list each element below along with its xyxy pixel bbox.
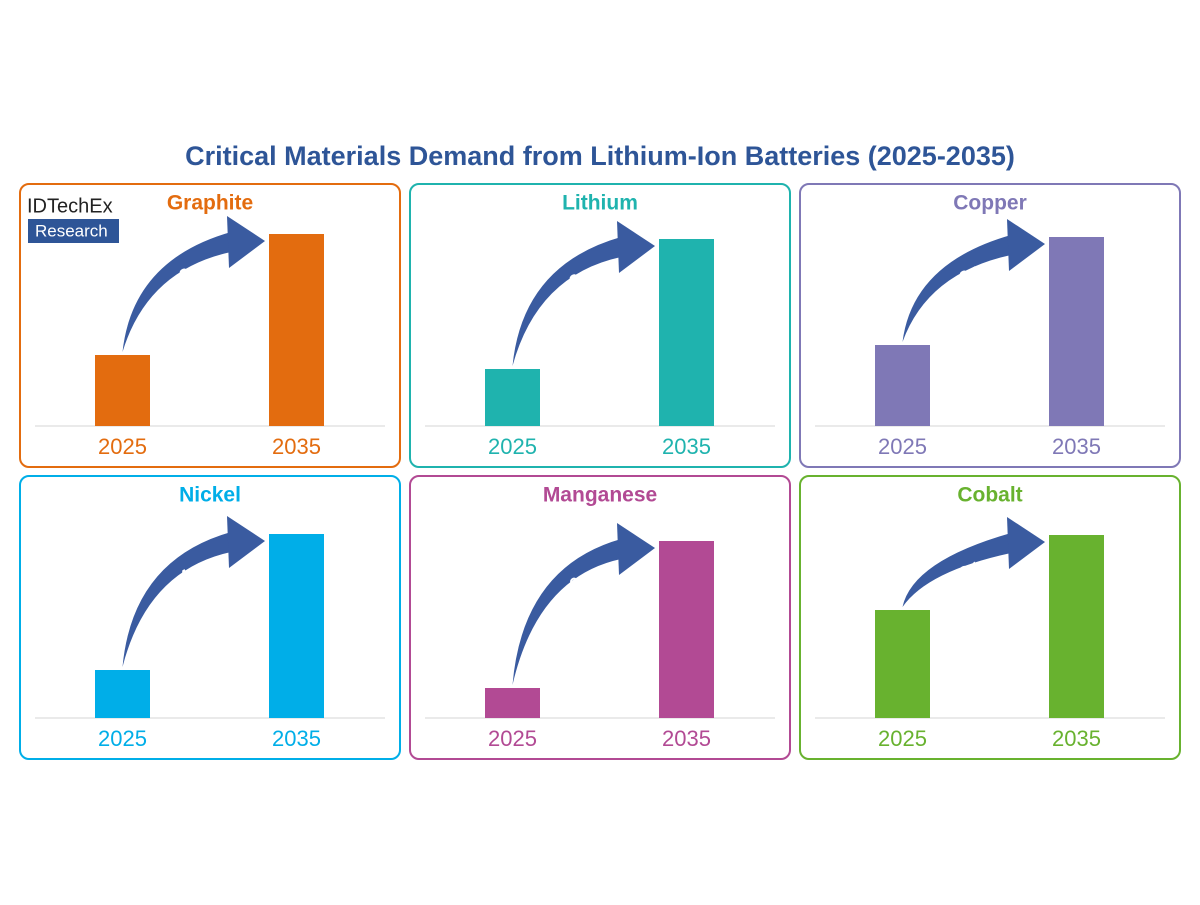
bar [269, 534, 324, 718]
bar [1049, 237, 1104, 426]
bar [875, 610, 930, 718]
bar [485, 369, 540, 426]
panel-title: Cobalt [957, 484, 1022, 507]
panel-frame [19, 475, 401, 760]
growth-arrow [512, 237, 621, 366]
bar [95, 355, 150, 426]
x-tick-label: 2035 [662, 726, 711, 751]
panel-title: Nickel [179, 484, 241, 507]
panel-frame [409, 475, 791, 760]
growth-arrow [902, 235, 1011, 342]
logo-sub: Research [35, 221, 108, 240]
panel-frame [799, 183, 1181, 468]
bar [1049, 535, 1104, 718]
panel-frame [19, 183, 401, 468]
x-tick-label: 2025 [488, 434, 537, 459]
growth-arrow [122, 232, 231, 352]
panel-frame [799, 475, 1181, 760]
x-tick-label: 2025 [488, 726, 537, 751]
growth-arrow [122, 532, 231, 667]
x-tick-label: 2035 [662, 434, 711, 459]
arrow-head [1007, 219, 1045, 271]
x-tick-label: 2035 [1052, 434, 1101, 459]
x-tick-label: 2035 [272, 434, 321, 459]
logo-box [28, 219, 119, 243]
bar [269, 234, 324, 426]
bar [95, 670, 150, 718]
arrow-head [617, 523, 655, 575]
growth-arrow [512, 539, 621, 685]
arrow-head [227, 216, 265, 268]
panel-title: Graphite [167, 192, 253, 215]
x-tick-label: 2025 [98, 726, 147, 751]
panel-frame [409, 183, 791, 468]
x-tick-label: 2025 [878, 726, 927, 751]
panel-title: Manganese [543, 484, 657, 507]
logo-name: IDTechEx [27, 195, 113, 217]
x-tick-label: 2035 [1052, 726, 1101, 751]
x-tick-label: 2025 [98, 434, 147, 459]
x-tick-label: 2035 [272, 726, 321, 751]
arrow-head [227, 516, 265, 568]
panel-title: Copper [953, 192, 1027, 215]
main-title: Critical Materials Demand from Lithium-I… [185, 141, 1015, 171]
bar [485, 688, 540, 718]
panel-title: Lithium [562, 192, 638, 215]
arrow-head [617, 221, 655, 273]
bar [659, 239, 714, 426]
arrow-head [1007, 517, 1045, 569]
bar [875, 345, 930, 426]
x-tick-label: 2025 [878, 434, 927, 459]
bar [659, 541, 714, 718]
growth-arrow [902, 533, 1011, 607]
